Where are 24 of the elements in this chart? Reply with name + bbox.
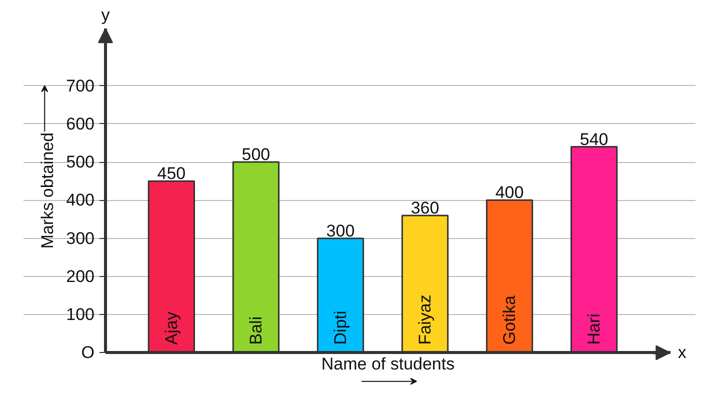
data-label: 400 [495, 183, 524, 202]
y-tick-label: O [81, 343, 95, 362]
data-label: 300 [326, 221, 355, 240]
data-label: 500 [242, 145, 270, 164]
y-tick-label: 500 [66, 152, 95, 172]
x-tick-label: Ajay [162, 311, 181, 345]
data-label: 450 [157, 164, 186, 184]
y-tick-label: 700 [66, 76, 95, 96]
x-tick-label: Hari [584, 314, 604, 345]
data-label: 540 [580, 130, 608, 149]
y-axis-title: Marks obtained [38, 132, 58, 249]
y-tick-label: 200 [66, 266, 95, 286]
x-tick-label: Bali [246, 316, 266, 345]
y-tick-label: 400 [66, 190, 95, 210]
text: x [678, 343, 687, 362]
x-tick-label: Gotika [500, 295, 520, 345]
data-label: 360 [410, 198, 440, 218]
y-tick-label: 300 [66, 228, 95, 248]
x-tick-label: Dipti [330, 310, 350, 345]
y-tick-label: 100 [66, 305, 95, 324]
x-axis-title: Name of students [321, 354, 455, 374]
x-tick-label: Faiyaz [416, 294, 435, 345]
text: y [101, 6, 110, 25]
y-tick-label: 600 [66, 114, 95, 134]
